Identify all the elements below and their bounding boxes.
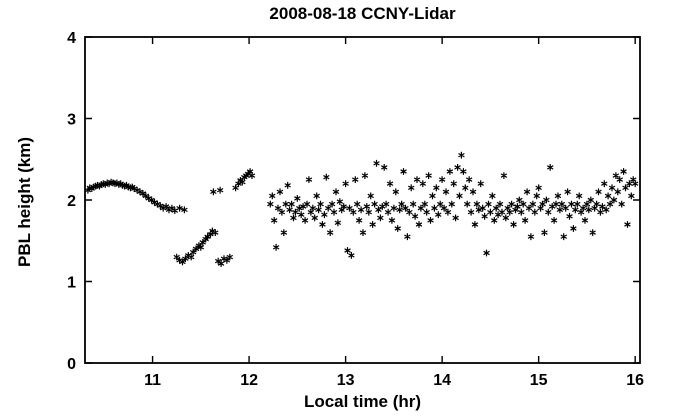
chart-title: 2008-08-18 CCNY-Lidar bbox=[269, 4, 456, 23]
x-tick-label: 15 bbox=[530, 372, 548, 389]
axes-box bbox=[84, 36, 641, 364]
scatter-markers bbox=[84, 151, 639, 267]
y-tick-label: 0 bbox=[67, 356, 76, 373]
y-tick-label: 2 bbox=[67, 193, 76, 210]
axis-ticks bbox=[85, 36, 640, 364]
y-tick-label: 3 bbox=[67, 112, 76, 129]
x-tick-label: 16 bbox=[626, 372, 644, 389]
x-axis-label: Local time (hr) bbox=[303, 392, 422, 411]
x-tick-label: 12 bbox=[240, 372, 258, 389]
y-tick-label: 1 bbox=[67, 275, 76, 292]
y-tick-label: 4 bbox=[67, 30, 76, 47]
y-axis-label: PBL height (km) bbox=[15, 136, 34, 268]
x-tick-label: 11 bbox=[144, 372, 161, 389]
x-tick-label: 13 bbox=[337, 372, 355, 389]
x-tick-label: 14 bbox=[433, 372, 451, 389]
